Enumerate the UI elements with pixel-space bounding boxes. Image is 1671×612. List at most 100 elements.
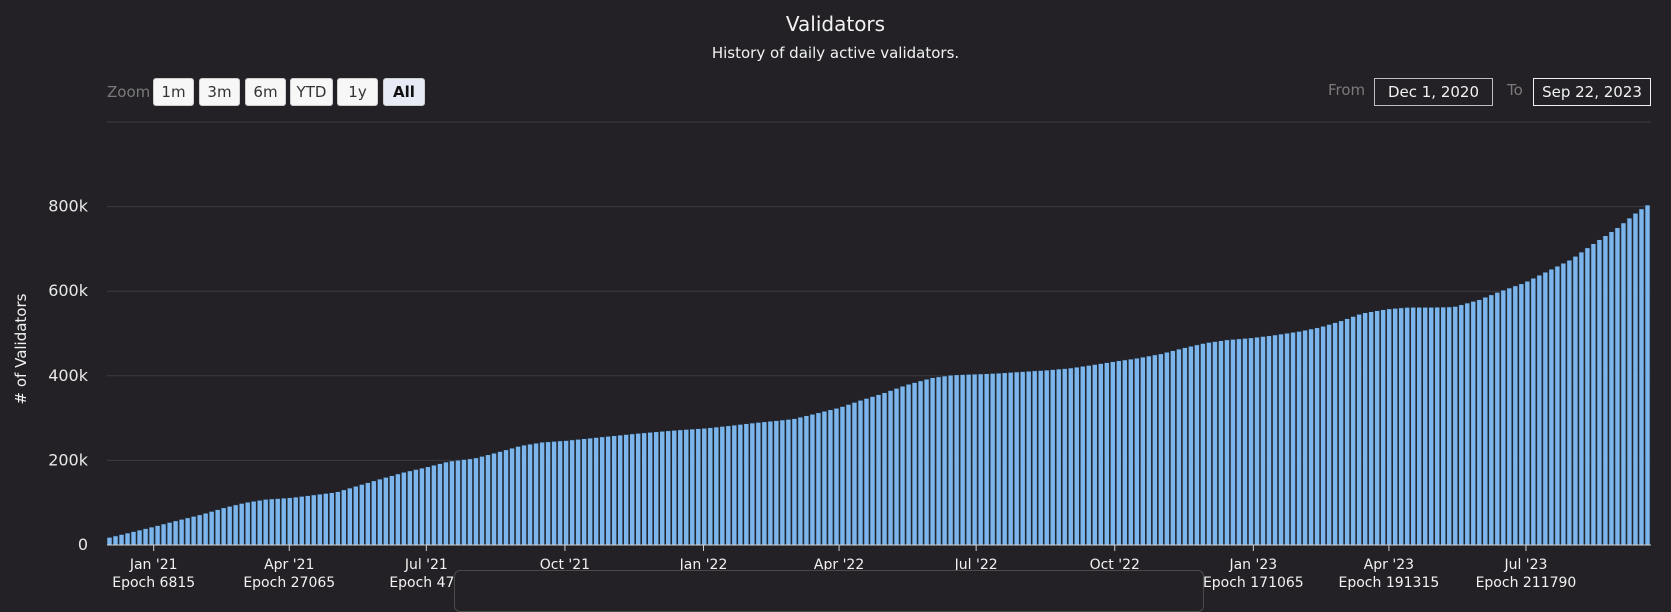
bar[interactable] (214, 509, 221, 546)
bar[interactable] (833, 407, 840, 546)
bar[interactable] (1146, 355, 1152, 546)
bar[interactable] (1079, 365, 1086, 546)
bar[interactable] (1122, 359, 1128, 546)
bar[interactable] (340, 489, 347, 546)
bar[interactable] (935, 376, 942, 546)
bar[interactable] (1055, 368, 1062, 546)
bar[interactable] (1194, 344, 1200, 546)
bar[interactable] (1128, 358, 1134, 546)
bar[interactable] (1536, 274, 1543, 546)
bar[interactable] (839, 406, 846, 546)
bar[interactable] (1290, 331, 1296, 546)
bar[interactable] (803, 415, 810, 546)
bar[interactable] (274, 498, 281, 546)
bar[interactable] (467, 458, 473, 546)
bar[interactable] (1326, 324, 1332, 546)
bar[interactable] (791, 418, 798, 546)
bar[interactable] (1037, 370, 1044, 546)
bar[interactable] (671, 430, 678, 546)
bar[interactable] (929, 377, 936, 546)
bar[interactable] (268, 498, 275, 546)
zoom-all-button[interactable]: All (383, 78, 425, 106)
bar[interactable] (160, 523, 167, 546)
bar[interactable] (1434, 306, 1441, 546)
bar[interactable] (1470, 301, 1477, 546)
bar[interactable] (1001, 372, 1008, 546)
bar[interactable] (1476, 299, 1483, 546)
bar[interactable] (443, 461, 449, 546)
bar[interactable] (587, 437, 593, 546)
bar[interactable] (1542, 271, 1549, 546)
bar[interactable] (1073, 366, 1080, 546)
bar[interactable] (881, 392, 888, 546)
bar[interactable] (1206, 342, 1212, 546)
bar[interactable] (1116, 360, 1122, 546)
bar[interactable] (292, 496, 299, 546)
bar[interactable] (1344, 318, 1350, 546)
bar[interactable] (845, 404, 852, 546)
bar[interactable] (641, 432, 648, 546)
bar[interactable] (328, 492, 335, 546)
bar[interactable] (1614, 227, 1621, 546)
bar[interactable] (1188, 345, 1194, 546)
bar[interactable] (623, 434, 629, 546)
bar[interactable] (485, 454, 491, 546)
bar[interactable] (593, 437, 599, 546)
bar[interactable] (1013, 371, 1020, 546)
bar[interactable] (635, 433, 641, 546)
bar[interactable] (1506, 287, 1513, 546)
zoom-1m-button[interactable]: 1m (153, 78, 194, 106)
bar[interactable] (172, 520, 179, 546)
bar[interactable] (941, 375, 948, 546)
bar[interactable] (377, 478, 383, 546)
bar[interactable] (827, 409, 834, 546)
bar[interactable] (1626, 217, 1633, 546)
bar[interactable] (737, 424, 744, 546)
bar[interactable] (1500, 289, 1507, 546)
bar[interactable] (1386, 308, 1392, 546)
bar[interactable] (1332, 322, 1338, 546)
bar[interactable] (413, 469, 419, 546)
bar[interactable] (142, 528, 149, 546)
bar[interactable] (1596, 239, 1603, 546)
bar[interactable] (106, 537, 113, 546)
bar[interactable] (1103, 362, 1110, 546)
bar[interactable] (1590, 243, 1597, 546)
bar[interactable] (286, 497, 293, 546)
bar[interactable] (1248, 337, 1254, 546)
bar[interactable] (491, 452, 497, 546)
bar[interactable] (1572, 255, 1579, 546)
bar[interactable] (509, 447, 515, 546)
bar[interactable] (521, 444, 527, 546)
bar[interactable] (479, 456, 485, 546)
bar[interactable] (1140, 356, 1146, 546)
bar[interactable] (887, 390, 894, 546)
bar[interactable] (1097, 363, 1104, 546)
bar[interactable] (136, 529, 143, 546)
zoom-1y-button[interactable]: 1y (337, 78, 378, 106)
bar[interactable] (1308, 328, 1314, 546)
bar[interactable] (244, 501, 251, 546)
bar[interactable] (1398, 307, 1404, 546)
bar[interactable] (118, 534, 125, 546)
bar[interactable] (1524, 280, 1531, 546)
bar[interactable] (563, 440, 569, 546)
bar[interactable] (1302, 329, 1308, 546)
bar[interactable] (767, 420, 774, 546)
bar[interactable] (359, 484, 365, 546)
bar[interactable] (419, 467, 425, 546)
bar[interactable] (1584, 247, 1591, 546)
bar[interactable] (1410, 306, 1416, 546)
bar[interactable] (1452, 306, 1459, 546)
bar[interactable] (1019, 371, 1026, 546)
bar[interactable] (310, 494, 317, 546)
bar[interactable] (911, 382, 918, 546)
bar[interactable] (1320, 325, 1326, 546)
bar[interactable] (473, 457, 479, 546)
bar[interactable] (250, 500, 257, 546)
bar[interactable] (1494, 292, 1501, 546)
bar[interactable] (599, 436, 605, 546)
zoom-ytd-button[interactable]: YTD (290, 78, 333, 106)
bar[interactable] (965, 374, 972, 546)
bar[interactable] (208, 511, 215, 546)
